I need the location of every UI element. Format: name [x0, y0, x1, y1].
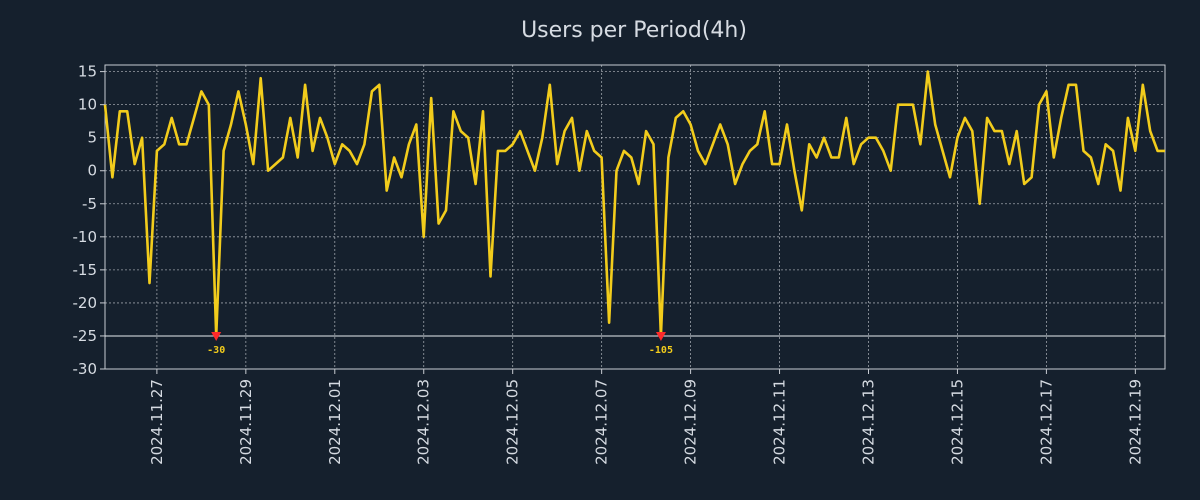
- y-tick-label: 15: [78, 63, 97, 81]
- y-tick-label: 10: [78, 96, 97, 114]
- x-tick-label: 2024.12.03: [415, 379, 433, 465]
- x-tick-label: 2024.11.29: [237, 379, 255, 465]
- plot-frame: [104, 64, 1166, 370]
- x-tick-label: 2024.12.17: [1037, 379, 1055, 465]
- y-tick-label: -15: [73, 261, 98, 279]
- series-line: [103, 70, 1165, 338]
- x-tick-label: 2024.12.05: [504, 379, 522, 465]
- y-tick-label: -30: [73, 360, 98, 378]
- annotations: -30 -105: [207, 331, 673, 356]
- clipped-value-label: -105: [649, 345, 673, 356]
- chart-title: Users per Period(4h): [521, 18, 747, 43]
- y-tick-label: -20: [73, 294, 98, 312]
- x-tick-label: 2024.12.13: [859, 379, 877, 465]
- x-tick-label: 2024.12.07: [593, 379, 611, 465]
- x-tick-label: 2024.11.27: [148, 379, 166, 465]
- x-tick-label: 2024.12.19: [1126, 379, 1144, 465]
- y-tick-label: -5: [82, 195, 97, 213]
- y-tick-label: 0: [87, 162, 97, 180]
- clipped-value-marker: [211, 331, 222, 341]
- y-tick-label: -25: [73, 327, 98, 345]
- clipped-value-marker: [655, 331, 666, 341]
- x-tick-label: 2024.12.09: [682, 379, 700, 465]
- x-axis: 2024.11.27 2024.11.29 2024.12.01 2024.12.03…: [148, 369, 1144, 465]
- y-tick-label: -10: [73, 228, 98, 246]
- y-axis: 15 10 5 0 -5 -10 -15 -20 -25 -30: [73, 63, 105, 378]
- y-tick-label: 5: [87, 129, 97, 147]
- clipped-value-label: -30: [207, 345, 225, 356]
- x-tick-label: 2024.12.11: [771, 379, 789, 465]
- series-layer: [103, 70, 1165, 338]
- x-tick-label: 2024.12.15: [948, 379, 966, 465]
- x-tick-label: 2024.12.01: [326, 379, 344, 465]
